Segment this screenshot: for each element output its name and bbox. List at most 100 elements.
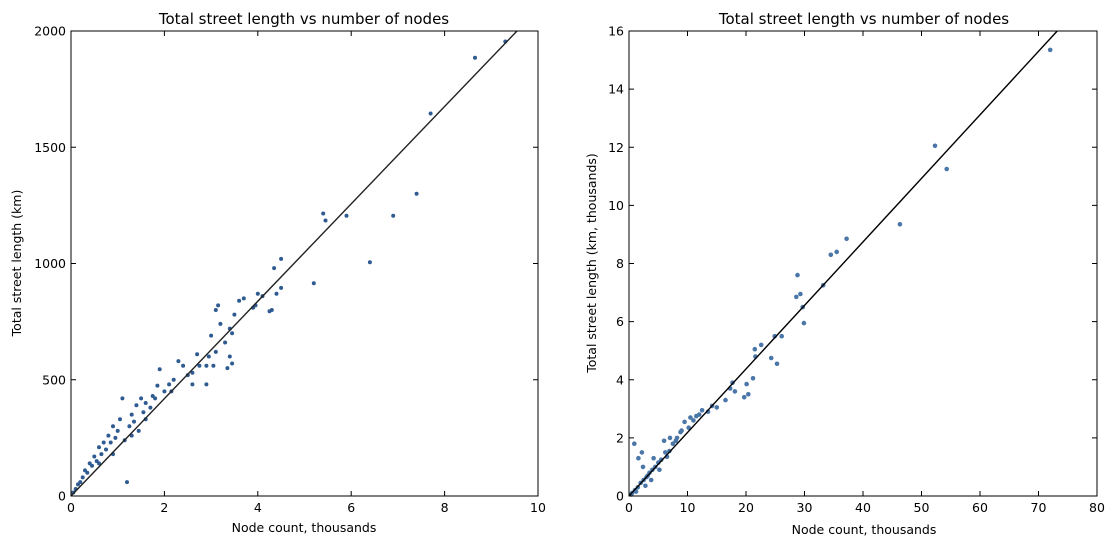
left-chart-point [344,213,349,218]
left-chart-point [367,260,372,265]
left-chart-point [134,403,139,408]
left-chart-point [176,359,181,364]
left-chart-ytick-label: 2000 [34,24,66,39]
right-chart-point [723,397,728,403]
right-chart-point [699,408,705,413]
left-chart-ylabel: Total street length (km) [9,190,24,338]
left-chart-point [113,435,118,440]
right-chart-point [774,361,780,367]
right-chart-point [639,450,645,455]
left-chart-point [321,211,326,216]
left-chart-point [255,291,260,296]
right-chart-xtick-label: 0 [625,500,633,515]
left-chart-point [204,363,209,368]
right-chart-point [640,464,646,470]
right-chart-point [744,381,749,387]
right-chart-title: Total street length vs number of nodes [718,10,1009,28]
left-chart-point [83,468,87,473]
left-chart-xtick-label: 0 [67,500,75,515]
left-chart-point [99,452,104,457]
right-chart-point [932,143,938,149]
left-chart-ytick-label: 1500 [34,140,66,155]
right-chart-point [779,333,784,339]
left-chart-point [92,454,97,459]
left-chart-point [162,389,167,394]
left-chart-point [127,424,132,429]
left-chart-point [111,424,115,429]
left-chart-point [279,256,284,261]
right-chart-point [752,346,758,352]
right-chart-point [732,389,738,394]
left-chart-point [106,433,111,438]
left-chart-point [213,308,218,312]
left-chart-point [225,366,230,371]
left-chart-xtick-label: 8 [441,500,449,515]
right-chart-point [801,320,807,326]
left-chart-point [206,354,211,359]
left-chart-fit-line [70,30,518,497]
right-chart-point [643,483,648,489]
right-chart-point [794,294,799,300]
right-chart-point [844,236,849,242]
right-chart-fit-line [628,30,1058,497]
left-chart-point [218,321,223,326]
left-chart-point [101,440,106,445]
right-chart-point [944,166,949,172]
right-chart-point [648,477,654,483]
left-chart-point [129,412,134,417]
right-chart-xtick-label: 50 [914,500,930,515]
right-chart-point [682,419,687,425]
left-chart-point [104,447,108,452]
right-chart-xtick-label: 70 [1031,500,1047,515]
right-chart-xtick-label: 20 [738,500,754,515]
left-chart-point [148,405,153,410]
left-chart-xtick-label: 10 [530,500,546,515]
left-chart-point [190,382,195,387]
left-chart-point [213,349,218,354]
right-chart-point [657,467,662,473]
left-chart-point [80,475,85,480]
right-chart-point [834,249,839,255]
left-chart-point [155,383,160,388]
right-chart-point [798,291,803,297]
right-chart-point [691,418,696,423]
left-chart-point [97,461,101,466]
right-chart-xtick-label: 30 [797,500,813,515]
right-chart-ytick-label: 12 [608,140,624,155]
right-chart-ytick-label: 16 [608,24,624,39]
right-chart-point [1047,47,1053,53]
right-chart-point [741,394,747,400]
right-chart-point [667,435,673,441]
right-chart-xtick-label: 60 [972,500,988,515]
right-chart-point [686,425,691,431]
left-chart-point [76,482,80,487]
left-chart-point [171,377,176,382]
left-chart-point [230,331,235,336]
right-chart-point [658,457,664,463]
right-chart-point [661,438,667,444]
left-chart-point [428,111,433,116]
left-chart-point [274,291,279,296]
left-chart-point [216,303,221,308]
right-chart-ylabel: Total street length (km, thousands) [584,153,599,374]
left-chart-point [232,312,237,317]
right-chart-ytick-label: 0 [616,489,624,504]
left-chart-point [204,382,209,387]
right-chart-point [651,455,656,461]
right-chart-point [663,450,668,455]
left-chart-frame [70,30,539,497]
left-chart-point [230,361,235,366]
left-chart-title: Total street length vs number of nodes [158,10,449,28]
left-chart-point [311,281,316,286]
right-chart-plot: 0 10 20 30 40 50 60 70 80 0 2 4 6 8 10 12 14 16 [608,24,1105,516]
right-chart-point [795,272,800,278]
right-chart-point [714,405,720,410]
left-chart-point [195,352,200,357]
right-chart-frame [628,30,1098,497]
left-chart-point [157,367,162,372]
right-chart-point [750,376,756,381]
left-chart-point [223,340,228,345]
left-chart-point [237,298,242,303]
left-chart-point [197,363,202,368]
left-chart-point [125,480,129,485]
